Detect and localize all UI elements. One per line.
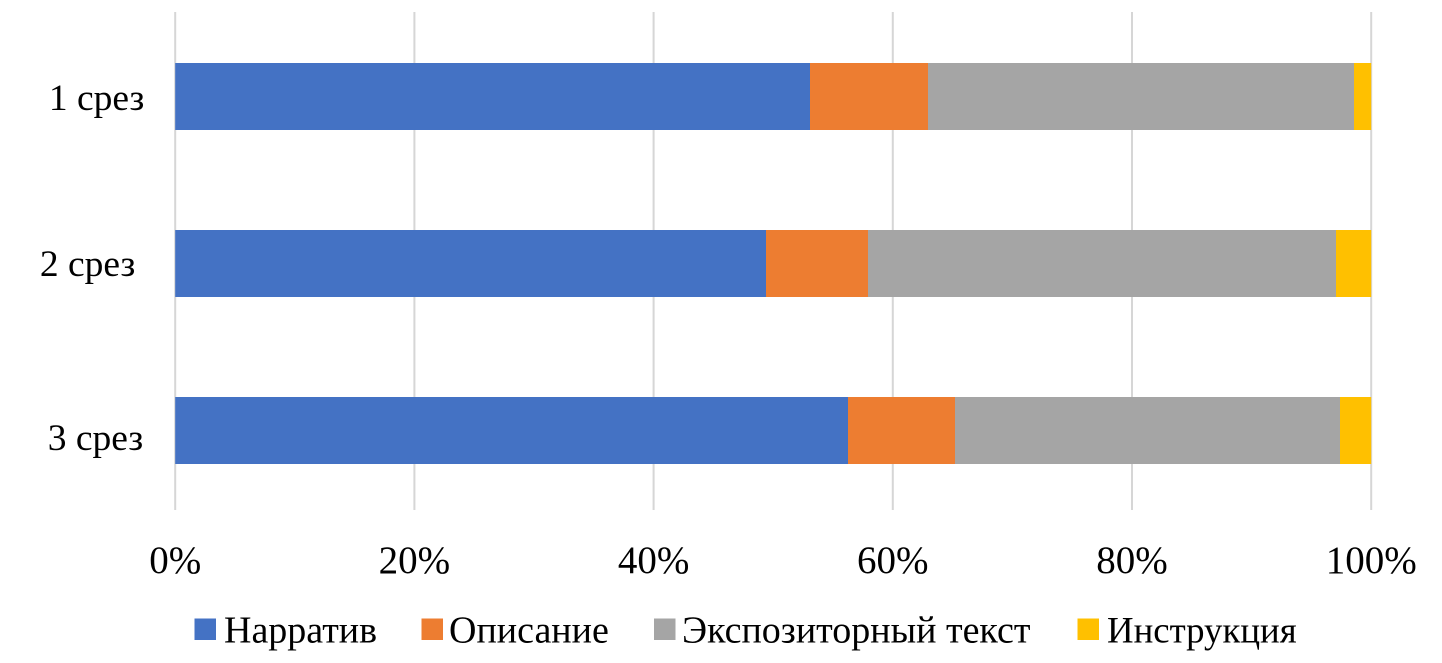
svg-text:Инструкция: Инструкция <box>1107 609 1297 650</box>
svg-text:100%: 100% <box>1326 539 1417 582</box>
svg-text:Экспозиторный текст: Экспозиторный текст <box>682 609 1031 651</box>
svg-text:Нарратив: Нарратив <box>224 609 377 651</box>
svg-text:60%: 60% <box>857 539 929 582</box>
svg-text:3 срез: 3 срез <box>48 418 143 459</box>
svg-text:2 срез: 2 срез <box>40 244 135 285</box>
svg-text:0%: 0% <box>149 539 201 582</box>
svg-text:80%: 80% <box>1096 539 1168 582</box>
svg-text:20%: 20% <box>379 539 451 582</box>
svg-text:Описание: Описание <box>449 609 609 651</box>
svg-text:1 срез: 1 срез <box>49 78 144 119</box>
svg-text:40%: 40% <box>618 539 690 582</box>
